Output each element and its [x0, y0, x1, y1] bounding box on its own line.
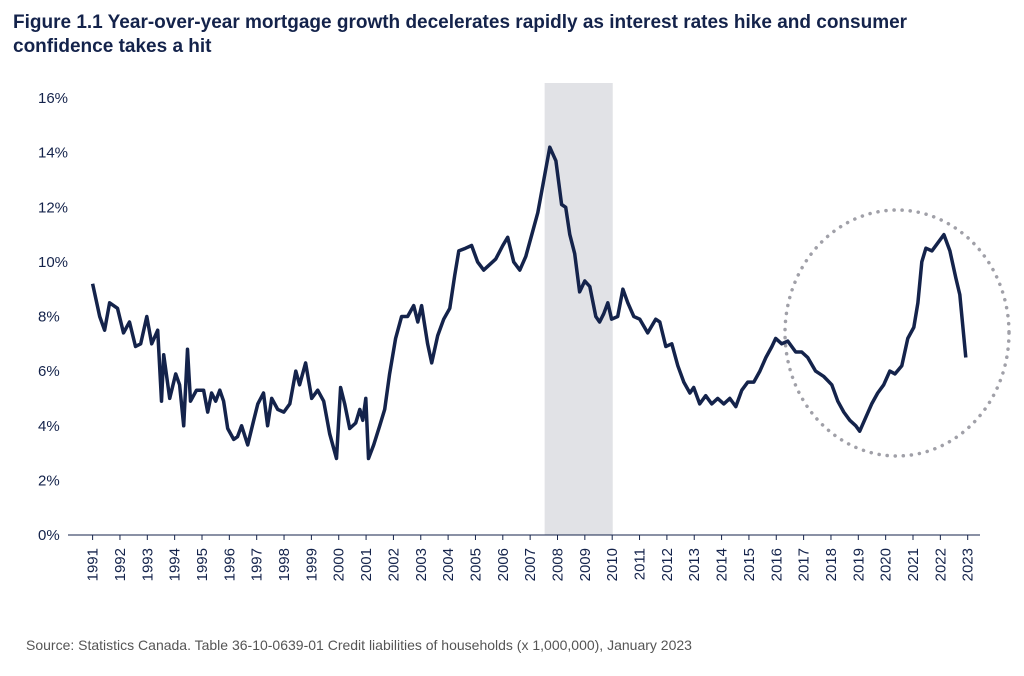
x-tick-label: 2010	[604, 548, 621, 581]
chart-title: Figure 1.1 Year-over-year mortgage growt…	[13, 12, 908, 33]
x-tick-label: 2002	[385, 548, 402, 581]
chart-title: confidence takes a hit	[13, 36, 212, 57]
y-tick-label: 0%	[38, 527, 60, 544]
x-tick-label: 2003	[413, 548, 430, 581]
y-tick-label: 2%	[38, 472, 60, 489]
x-tick-label: 2000	[331, 548, 348, 581]
x-tick-label: 2021	[905, 548, 922, 581]
x-tick-label: 1996	[221, 548, 238, 581]
x-tick-label: 2009	[577, 548, 594, 581]
x-tick-label: 1994	[167, 548, 184, 581]
y-tick-label: 4%	[38, 418, 60, 435]
y-tick-label: 8%	[38, 309, 60, 326]
x-tick-label: 2008	[549, 548, 566, 581]
x-tick-label: 2007	[522, 548, 539, 581]
x-tick-label: 2011	[632, 548, 649, 580]
y-tick-label: 12%	[38, 199, 68, 216]
x-tick-label: 1991	[85, 548, 102, 581]
x-tick-label: 1999	[303, 548, 320, 581]
line-series	[90, 145, 968, 461]
y-tick-label: 10%	[38, 254, 68, 271]
x-tick-label: 2001	[358, 548, 375, 581]
x-tick-label: 2020	[878, 548, 895, 581]
x-tick-label: 2015	[741, 548, 758, 581]
x-tick-label: 2012	[659, 548, 676, 581]
x-tick-label: 2017	[796, 548, 813, 581]
x-tick-label: 2014	[714, 548, 731, 581]
x-tick-label: 2018	[823, 548, 840, 581]
y-tick-label: 6%	[38, 363, 60, 380]
x-tick-label: 2004	[440, 548, 457, 581]
x-tick-label: 2005	[467, 548, 484, 581]
x-tick-label: 2016	[768, 548, 785, 581]
recession-band	[544, 83, 613, 535]
x-tick-label: 2022	[932, 548, 949, 581]
y-tick-label: 16%	[38, 90, 68, 107]
x-tick-label: 1998	[276, 548, 293, 581]
x-tick-label: 2013	[686, 548, 703, 581]
x-tick-label: 1992	[112, 548, 129, 581]
x-tick-label: 1993	[139, 548, 156, 581]
source-note: Source: Statistics Canada. Table 36-10-0…	[26, 637, 692, 653]
x-tick-label: 1997	[249, 548, 266, 581]
x-tick-label: 2023	[960, 548, 977, 581]
y-tick-label: 14%	[38, 145, 68, 162]
x-tick-label: 2006	[495, 548, 512, 581]
x-tick-label: 2019	[850, 548, 867, 581]
highlight-circle	[783, 208, 1011, 458]
x-tick-label: 1995	[194, 548, 211, 581]
